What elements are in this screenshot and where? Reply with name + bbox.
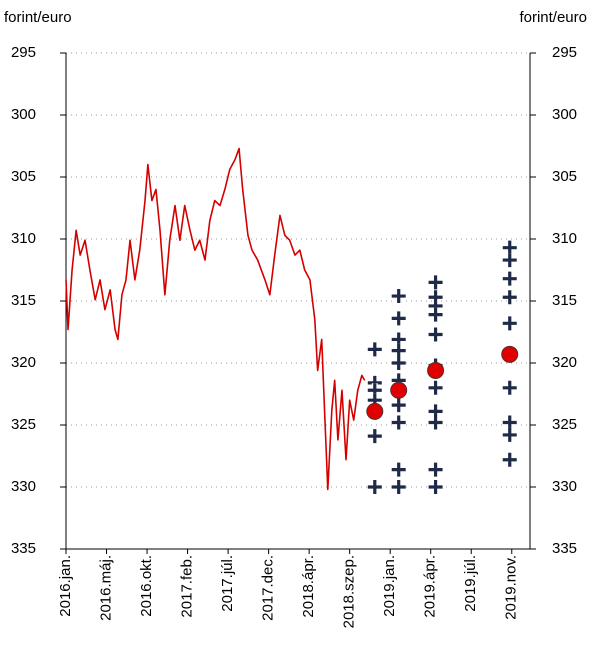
forecast-cross <box>502 415 517 430</box>
forecast-cross <box>391 356 406 370</box>
forecast-cross <box>502 253 517 268</box>
cross-core <box>502 316 517 331</box>
x-tick-label: 2016.okt. <box>138 555 155 617</box>
y-tick-label: 310 <box>11 230 36 247</box>
cross-core <box>428 380 443 395</box>
y-axis-label-left: forint/euro <box>4 9 72 26</box>
y-tick-label: 325 <box>11 416 36 433</box>
cross-core <box>367 480 382 494</box>
cross-core <box>502 380 517 395</box>
y-tick-label: 335 <box>11 540 36 557</box>
y-tick-label: 330 <box>11 478 36 495</box>
cross-core <box>502 415 517 430</box>
forecast-cross <box>428 275 443 290</box>
x-tick-label: 2016.jan. <box>57 555 74 617</box>
y-axis-label-right: forint/euro <box>519 9 587 26</box>
x-tick-label: 2017.feb. <box>179 555 196 618</box>
x-tick-label: 2019.ápr. <box>422 555 439 618</box>
exchange-rate-line <box>65 147 366 491</box>
cross-core <box>428 462 443 477</box>
forecast-cross <box>391 462 406 477</box>
y-tick-label: 320 <box>11 354 36 371</box>
y-tick-label: 300 <box>11 106 36 123</box>
forecast-cross <box>391 415 406 430</box>
forecast-cross <box>502 380 517 395</box>
cross-core <box>391 311 406 326</box>
y2-tick-label: 330 <box>552 478 577 495</box>
cross-core <box>391 356 406 370</box>
y2-tick-label: 305 <box>552 168 577 185</box>
forecast-mean <box>366 402 384 420</box>
cross-core <box>391 480 406 494</box>
cross-core <box>428 415 443 430</box>
cross-core <box>502 240 517 255</box>
y2-tick-label: 315 <box>552 292 577 309</box>
x-tick-label: 2019.jan. <box>381 555 398 617</box>
x-tick-label: 2019.nov. <box>503 555 520 620</box>
forecast-mean <box>427 361 445 379</box>
forecast-cross <box>502 290 517 305</box>
forecast-cross <box>391 398 406 413</box>
forecast-cross <box>367 480 382 494</box>
cross-core <box>502 253 517 268</box>
forecast-cross <box>391 289 406 304</box>
cross-core <box>502 427 517 442</box>
cross-core <box>391 289 406 304</box>
y2-tick-label: 335 <box>552 540 577 557</box>
forecast-cross <box>502 427 517 442</box>
cross-core <box>502 452 517 467</box>
cross-core <box>428 327 443 342</box>
forecast-cross <box>367 429 382 444</box>
y2-tick-label: 310 <box>552 230 577 247</box>
y-tick-label: 305 <box>11 168 36 185</box>
cross-core <box>428 307 443 322</box>
x-tick-label: 2018.ápr. <box>300 555 317 618</box>
cross-core <box>391 398 406 413</box>
cross-core <box>428 275 443 290</box>
y2-tick-label: 320 <box>552 354 577 371</box>
x-tick-label: 2018.szep. <box>341 555 358 628</box>
forecast-cross <box>391 343 406 358</box>
x-tick-label: 2016.máj. <box>97 555 114 621</box>
forecast-cross <box>428 307 443 322</box>
forecast-cross <box>502 316 517 331</box>
forecast-cross <box>428 480 443 494</box>
y2-tick-label: 295 <box>552 44 577 61</box>
forecast-cross <box>428 462 443 477</box>
forecast-cross <box>428 327 443 342</box>
y-tick-label: 295 <box>11 44 36 61</box>
forecast-mean <box>501 345 519 363</box>
forecast-mean <box>390 381 408 399</box>
y-tick-label: 315 <box>11 292 36 309</box>
forecast-cross <box>502 271 517 286</box>
y2-tick-label: 300 <box>552 106 577 123</box>
cross-core <box>502 271 517 286</box>
cross-core <box>367 429 382 444</box>
forecast-cross <box>428 380 443 395</box>
forecast-cross <box>391 480 406 494</box>
cross-core <box>502 290 517 305</box>
cross-core <box>391 462 406 477</box>
x-tick-label: 2017.dec. <box>260 555 277 621</box>
forecast-cross <box>502 240 517 255</box>
cross-core <box>391 343 406 358</box>
x-tick-label: 2019.júl. <box>462 555 479 612</box>
forecast-cross <box>502 452 517 467</box>
forecast-cross <box>367 342 382 357</box>
cross-core <box>367 342 382 357</box>
forecast-cross <box>391 311 406 326</box>
cross-core <box>391 415 406 430</box>
cross-core <box>428 480 443 494</box>
forecast-cross <box>428 415 443 430</box>
y2-tick-label: 325 <box>552 416 577 433</box>
x-tick-label: 2017.júl. <box>219 555 236 612</box>
